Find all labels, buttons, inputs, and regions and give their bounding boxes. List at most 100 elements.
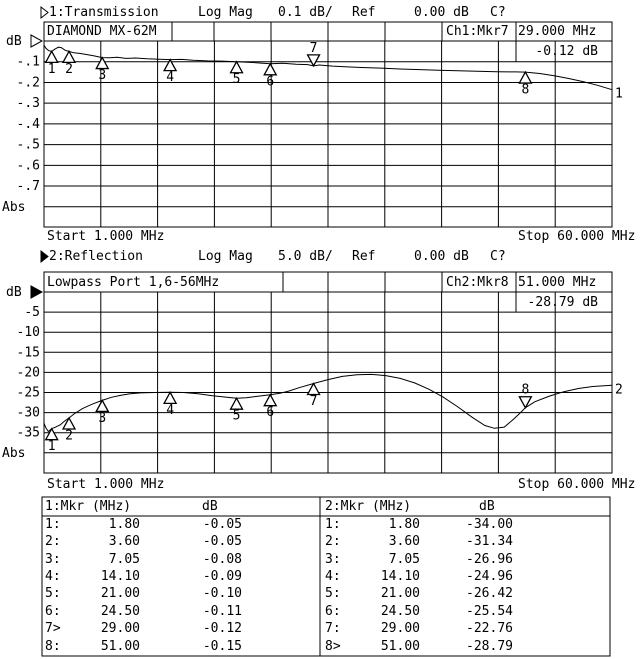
- marker-row-label: 8:: [45, 638, 61, 654]
- marker-number-label: 6: [266, 74, 274, 89]
- marker-3-icon: 3: [95, 399, 110, 426]
- marker-row-freq: 21.00: [380, 586, 420, 602]
- marker-table-right-title: 2:Mkr (MHz): [325, 499, 412, 514]
- marker-7-icon: 7: [306, 382, 321, 409]
- channel-2-label: 2:Reflection: [49, 249, 143, 264]
- marker-row-freq: 29.00: [380, 621, 420, 637]
- marker-6-icon: 6: [263, 393, 278, 420]
- marker-number-label: 7: [310, 394, 318, 409]
- y-axis-abs-label: Abs: [2, 446, 25, 461]
- marker-row-freq: 24.50: [100, 603, 140, 619]
- channel-2-format: Log Mag: [198, 249, 253, 264]
- marker-number-label: 8: [521, 383, 529, 398]
- marker-row-freq: 14.10: [380, 569, 420, 584]
- marker-row-level: -0.08: [202, 551, 242, 567]
- channel-1-reference-arrow-icon: [30, 34, 44, 48]
- marker-table-left-unit: dB: [202, 499, 218, 514]
- marker-row-freq: 14.10: [100, 569, 140, 584]
- marker-number-label: 2: [65, 428, 73, 443]
- marker-row-level: -0.05: [202, 534, 242, 550]
- marker-row-label: 6:: [325, 603, 341, 619]
- chart-1: 11 2 3 4 5 678: [30, 5, 623, 228]
- marker-row-label: 7:: [325, 621, 341, 637]
- marker-table-right-unit: dB: [479, 499, 495, 514]
- chart-1-start-freq: Start 1.000 MHz: [47, 229, 165, 244]
- channel-1-hollow-triangle-icon: [40, 5, 49, 20]
- marker-row-freq: 3.60: [108, 534, 140, 550]
- marker-table-left-title: 1:Mkr (MHz): [45, 499, 132, 514]
- marker-row-label: 2:: [325, 534, 341, 550]
- marker-row-level: -0.15: [202, 638, 242, 654]
- marker-number-label: 8: [521, 83, 529, 98]
- marker-row-level: -22.76: [466, 621, 513, 637]
- axis-tick-label: -.1: [17, 55, 40, 70]
- axis-tick-label: -.2: [17, 75, 40, 90]
- marker-row-label: 7>: [45, 621, 61, 637]
- channel-2-cal-status: C?: [490, 249, 506, 264]
- channel-2-scale: 5.0 dB/: [278, 249, 333, 264]
- marker-row-label: 5:: [325, 586, 341, 602]
- marker-number-label: 1: [48, 439, 56, 454]
- marker-row-level: -26.96: [466, 551, 513, 567]
- channel-2-reference-arrow-icon: [30, 285, 44, 299]
- y-axis-unit-label: dB: [6, 34, 22, 49]
- marker-row-freq: 21.00: [100, 586, 140, 602]
- chart-2-trace-title: Lowpass Port 1,6-56MHz: [47, 275, 220, 290]
- marker-8-active-icon: 8: [518, 383, 533, 410]
- axis-tick-label: -5: [24, 305, 40, 320]
- marker-row-label: 4:: [325, 569, 341, 584]
- marker-row-level: -34.00: [466, 517, 513, 532]
- chart-2-stop-freq: Stop 60.000 MHz: [518, 477, 636, 492]
- marker-row-label: 1:: [325, 517, 341, 532]
- marker-row-level: -31.34: [466, 534, 513, 550]
- marker-number-label: 5: [233, 409, 241, 424]
- marker-number-label: 6: [266, 405, 274, 420]
- chart-1-marker-level: -0.12 dB: [535, 44, 598, 59]
- chart-2-start-freq: Start 1.000 MHz: [47, 477, 165, 492]
- chart-1-marker-freq: 29.000 MHz: [518, 24, 597, 39]
- axis-tick-label: -.7: [17, 179, 40, 194]
- channel-1-cal-status: C?: [490, 5, 506, 20]
- marker-row-freq: 7.05: [388, 551, 420, 567]
- marker-3-icon: 3: [95, 56, 110, 83]
- marker-4-icon: 4: [163, 58, 178, 85]
- marker-row-freq: 51.00: [380, 638, 420, 654]
- marker-row-freq: 29.00: [100, 621, 140, 637]
- marker-6-icon: 6: [263, 62, 278, 89]
- marker-row-label: 1:: [45, 517, 61, 532]
- marker-number-label: 2: [65, 62, 73, 77]
- y-axis-abs-label: Abs: [2, 200, 25, 215]
- marker-row-freq: 1.80: [108, 517, 140, 532]
- marker-row-label: 8>: [325, 638, 341, 654]
- marker-row-level: -25.54: [466, 603, 513, 619]
- trace-number-label: 2: [615, 382, 623, 397]
- marker-number-label: 4: [166, 70, 174, 85]
- trace-number-label: 1: [615, 87, 623, 102]
- marker-number-label: 1: [48, 62, 56, 77]
- channel-2-ref-label: Ref: [352, 249, 376, 264]
- channel-1-format: Log Mag: [198, 5, 253, 20]
- marker-row-label: 5:: [45, 586, 61, 602]
- chart-2-marker-readout-label: Ch2:Mkr8: [446, 275, 509, 290]
- marker-row-freq: 3.60: [388, 534, 420, 550]
- marker-2-icon: 2: [61, 50, 77, 77]
- marker-row-freq: 7.05: [108, 551, 140, 567]
- axis-tick-label: -.6: [17, 158, 40, 173]
- marker-row-freq: 24.50: [380, 603, 420, 619]
- axis-tick-label: -.5: [17, 138, 40, 153]
- marker-row-freq: 51.00: [100, 638, 140, 654]
- y-axis-unit-label: dB: [6, 285, 22, 300]
- marker-row-level: -28.79: [466, 638, 513, 654]
- channel-1-label: 1:Transmission: [49, 5, 159, 20]
- marker-4-icon: 4: [163, 390, 178, 418]
- marker-row-level: -24.96: [466, 569, 513, 584]
- marker-5-icon: 5: [229, 60, 244, 87]
- marker-row-label: 3:: [45, 551, 61, 567]
- marker-row-label: 3:: [325, 551, 341, 567]
- marker-number-label: 4: [166, 403, 174, 418]
- marker-1-icon: 1: [44, 427, 59, 454]
- marker-row-level: -0.11: [202, 603, 242, 619]
- marker-row-level: -0.12: [202, 621, 242, 637]
